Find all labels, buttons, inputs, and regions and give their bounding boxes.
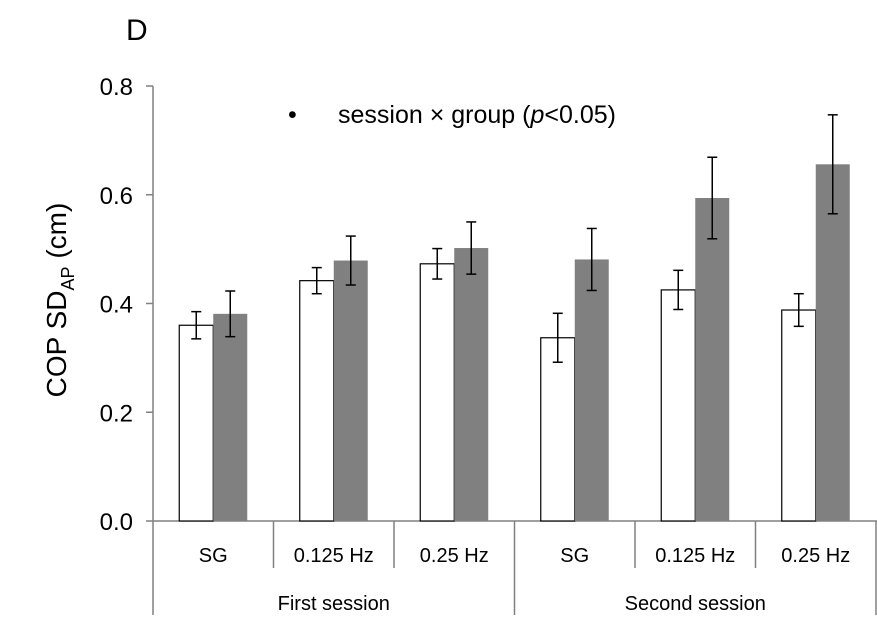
legend-suffix: <0.05)	[544, 101, 616, 129]
category-axis: SG 0.125 Hz 0.25 Hz SG 0.125 Hz 0.25 Hz First …	[152, 521, 877, 615]
open-bar	[178, 324, 214, 522]
error-bars	[191, 114, 838, 363]
y-tick-label: 0.2	[100, 400, 133, 427]
open-bar	[781, 309, 817, 522]
legend-bullet: •	[288, 101, 297, 129]
category-label: 0.25 Hz	[420, 545, 489, 567]
legend-annotation: session × group (p<0.05)	[338, 101, 616, 129]
filled-bar	[574, 259, 609, 521]
open-bar	[660, 289, 696, 522]
y-axis-label-unit: (cm)	[41, 203, 72, 267]
open-bar	[419, 263, 455, 522]
filled-bar	[815, 164, 850, 522]
open-bar	[299, 280, 335, 522]
filled-bar	[213, 313, 248, 521]
category-label: 0.25 Hz	[781, 545, 850, 567]
open-bar	[540, 337, 576, 522]
y-tick-label: 0.6	[100, 183, 133, 210]
category-label: 0.125 Hz	[294, 545, 374, 567]
group-label: Second session	[625, 593, 766, 615]
y-ticks: 0.0 0.2 0.4 0.6 0.8	[100, 74, 153, 536]
y-tick-label: 0.0	[100, 509, 133, 536]
y-tick-label: 0.8	[100, 74, 133, 101]
group-label: First session	[278, 593, 390, 615]
category-label: SG	[560, 545, 589, 567]
category-label: 0.125 Hz	[655, 545, 735, 567]
filled-bar	[333, 260, 368, 521]
axes	[152, 86, 877, 522]
y-axis-label-main: COP SD	[41, 290, 72, 397]
panel-label: D	[126, 14, 148, 47]
filled-bar	[695, 198, 730, 521]
y-axis-label-subscript: AP	[58, 266, 78, 290]
y-axis-label: COP SDAP (cm)	[41, 203, 78, 398]
legend-prefix: session × group (	[338, 101, 531, 129]
legend-p: p	[529, 101, 544, 129]
bars	[178, 164, 850, 522]
category-label: SG	[199, 545, 228, 567]
filled-bar	[454, 248, 489, 521]
y-tick-label: 0.4	[100, 292, 133, 319]
